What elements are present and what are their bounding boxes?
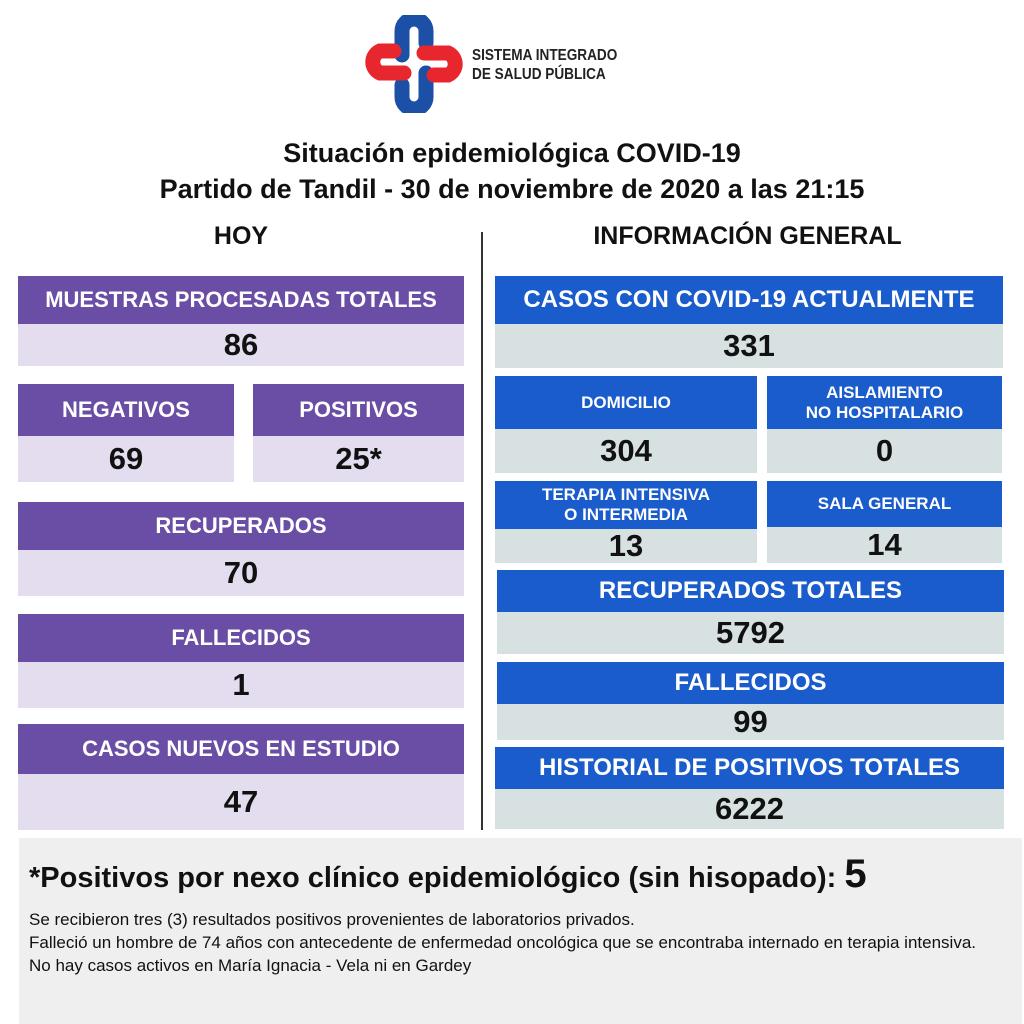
- value: 331: [495, 324, 1003, 368]
- card-negativos: NEGATIVOS 69: [18, 384, 234, 482]
- label: FALLECIDOS: [18, 614, 464, 662]
- value: 99: [497, 704, 1004, 740]
- card-terapia: TERAPIA INTENSIVA O INTERMEDIA 13: [495, 481, 757, 563]
- label: POSITIVOS: [253, 384, 464, 436]
- label-line: TERAPIA INTENSIVA: [541, 485, 711, 504]
- note-line: Se recibieron tres (3) resultados positi…: [29, 910, 635, 929]
- value: 304: [495, 429, 757, 473]
- value: 1: [18, 662, 464, 708]
- value: 86: [18, 324, 464, 366]
- value: 47: [18, 774, 464, 830]
- headline-value: 5: [844, 852, 867, 896]
- label: HISTORIAL DE POSITIVOS TOTALES: [495, 747, 1004, 789]
- card-recuperados-totales: RECUPERADOS TOTALES 5792: [497, 570, 1004, 654]
- general-heading: INFORMACIÓN GENERAL: [593, 222, 902, 250]
- logo-text: SISTEMA INTEGRADO DE SALUD PÚBLICA: [472, 47, 618, 83]
- label: CASOS NUEVOS EN ESTUDIO: [18, 724, 464, 774]
- label-line: AISLAMIENTO: [826, 382, 943, 402]
- label: AISLAMIENTO NO HOSPITALARIO: [767, 376, 1002, 429]
- value: 69: [18, 436, 234, 482]
- value: 70: [18, 550, 464, 596]
- label: DOMICILIO: [495, 376, 757, 429]
- value: 0: [767, 429, 1002, 473]
- label: NEGATIVOS: [18, 384, 234, 436]
- label: SALA GENERAL: [767, 481, 1002, 527]
- value: 14: [767, 527, 1002, 563]
- nexo-headline: *Positivos por nexo clínico epidemiológi…: [29, 852, 867, 897]
- card-estudio: CASOS NUEVOS EN ESTUDIO 47: [18, 724, 464, 830]
- note-line: Falleció un hombre de 74 años con antece…: [29, 933, 976, 952]
- label: FALLECIDOS: [497, 662, 1004, 704]
- label: MUESTRAS PROCESADAS TOTALES: [18, 276, 464, 324]
- value: 25*: [253, 436, 464, 482]
- logo-icon: [365, 15, 463, 113]
- value: 6222: [495, 789, 1004, 829]
- card-aislamiento: AISLAMIENTO NO HOSPITALARIO 0: [767, 376, 1002, 473]
- card-fallecidos-hoy: FALLECIDOS 1: [18, 614, 464, 708]
- card-historial: HISTORIAL DE POSITIVOS TOTALES 6222: [495, 747, 1004, 829]
- card-actuales: CASOS CON COVID-19 ACTUALMENTE 331: [495, 276, 1003, 368]
- notes-text: Se recibieron tres (3) resultados positi…: [29, 908, 1012, 977]
- label: RECUPERADOS TOTALES: [497, 570, 1004, 612]
- note-line: No hay casos activos en María Ignacia - …: [29, 956, 472, 975]
- card-fallecidos-totales: FALLECIDOS 99: [497, 662, 1004, 740]
- card-recuperados-hoy: RECUPERADOS 70: [18, 502, 464, 596]
- page-subtitle: Partido de Tandil - 30 de noviembre de 2…: [159, 174, 865, 204]
- card-muestras: MUESTRAS PROCESADAS TOTALES 86: [18, 276, 464, 366]
- divider: [481, 232, 483, 830]
- label: CASOS CON COVID-19 ACTUALMENTE: [495, 276, 1003, 324]
- hoy-heading: HOY: [213, 222, 269, 250]
- card-sala: SALA GENERAL 14: [767, 481, 1002, 563]
- label-line: NO HOSPITALARIO: [805, 402, 964, 422]
- value: 13: [495, 528, 757, 563]
- label-line: O INTERMEDIA: [564, 505, 688, 524]
- label: RECUPERADOS: [18, 502, 464, 550]
- notes-box: *Positivos por nexo clínico epidemiológi…: [19, 838, 1022, 1024]
- headline-text: *Positivos por nexo clínico epidemiológi…: [29, 862, 845, 894]
- card-domicilio: DOMICILIO 304: [495, 376, 757, 473]
- value: 5792: [497, 612, 1004, 654]
- card-positivos: POSITIVOS 25*: [253, 384, 464, 482]
- label: TERAPIA INTENSIVA O INTERMEDIA: [495, 481, 757, 529]
- page-title: Situación epidemiológica COVID-19: [283, 138, 741, 168]
